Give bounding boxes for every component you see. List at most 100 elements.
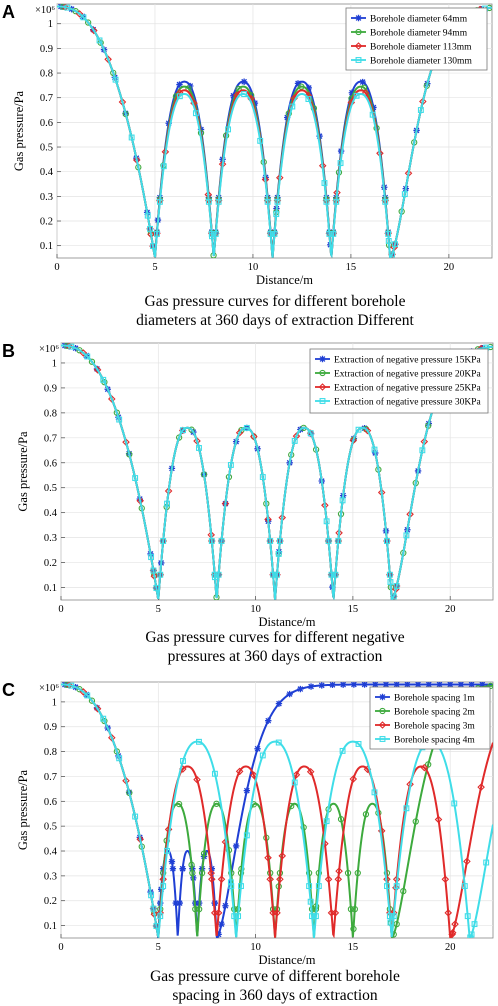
series-marker xyxy=(157,913,164,920)
y-tick-label: 0.8 xyxy=(44,747,57,758)
series-marker xyxy=(487,682,493,690)
series-marker xyxy=(333,198,340,205)
series-marker xyxy=(371,789,378,796)
legend-entry: Borehole diameter 64mm xyxy=(370,14,468,24)
series-marker xyxy=(147,225,154,232)
x-tick-label: 10 xyxy=(250,942,261,953)
series-marker xyxy=(193,775,201,784)
panel-letter: B xyxy=(2,341,15,361)
y-tick-label: 0.2 xyxy=(44,558,57,569)
series-marker xyxy=(251,99,259,107)
series-marker xyxy=(403,805,410,812)
series-marker xyxy=(273,211,280,218)
series-marker xyxy=(230,92,237,99)
series-marker xyxy=(390,593,397,600)
series-marker xyxy=(175,800,183,808)
series-marker xyxy=(479,682,486,688)
series-marker xyxy=(243,787,251,794)
series-marker xyxy=(323,818,330,825)
series-marker xyxy=(434,815,443,824)
series-marker xyxy=(212,230,219,237)
y-tick-label: 0.1 xyxy=(44,583,57,594)
series-marker xyxy=(382,682,390,688)
x-tick-label: 15 xyxy=(348,942,359,953)
series-marker xyxy=(298,83,305,90)
series-marker xyxy=(339,682,347,688)
y-axis-title: Gas pressure/Pa xyxy=(16,769,30,850)
series-marker xyxy=(217,875,226,884)
series-marker xyxy=(385,237,392,244)
series-marker xyxy=(271,230,278,237)
series-marker xyxy=(464,913,471,920)
series-marker xyxy=(331,909,340,917)
legend-entry: Borehole spacing 2m xyxy=(394,707,475,717)
series-marker xyxy=(176,93,183,100)
y-tick-label: 0.4 xyxy=(44,508,58,519)
series-marker xyxy=(188,861,195,868)
series-marker xyxy=(468,931,475,938)
series-marker xyxy=(250,432,258,441)
series-marker xyxy=(240,78,248,85)
series-marker xyxy=(169,865,177,872)
series-marker xyxy=(451,800,458,807)
series-marker xyxy=(347,905,355,913)
series-marker xyxy=(383,538,390,544)
legend-marker xyxy=(379,693,386,701)
series-marker xyxy=(116,755,123,762)
series-marker xyxy=(278,852,287,860)
series-marker xyxy=(300,824,307,831)
series-marker xyxy=(188,426,195,433)
series-marker xyxy=(196,738,202,745)
legend-box xyxy=(345,7,488,71)
series-marker xyxy=(215,198,222,205)
series-marker xyxy=(355,741,362,747)
series-marker xyxy=(180,758,186,764)
chart-b: B0.10.20.30.40.50.60.70.80.910 5 10 15 20×10… xyxy=(2,341,494,629)
series-marker xyxy=(221,838,230,846)
series-marker xyxy=(164,500,171,507)
series-marker xyxy=(307,683,315,690)
legend-entry: Borehole spacing 1m xyxy=(394,693,475,703)
series-marker xyxy=(291,779,298,786)
series-marker xyxy=(467,934,474,938)
series-marker xyxy=(414,682,422,688)
series-marker xyxy=(334,875,343,884)
series-marker xyxy=(192,905,199,913)
series-marker xyxy=(383,883,390,890)
legend: Borehole diameter 64mm Borehole diameter … xyxy=(345,7,488,71)
series-marker xyxy=(339,497,346,504)
series-marker xyxy=(387,579,394,586)
series-marker xyxy=(214,909,223,917)
series-marker xyxy=(227,879,234,886)
series-marker xyxy=(215,931,222,938)
y-tick-label: 1 xyxy=(52,697,57,708)
series-marker xyxy=(172,899,180,907)
series-marker xyxy=(326,230,333,237)
y-tick-label: 0.5 xyxy=(44,483,57,494)
series-marker xyxy=(192,110,199,117)
series-line xyxy=(61,344,493,600)
series-marker xyxy=(168,858,176,865)
series-marker xyxy=(404,682,411,688)
series-marker xyxy=(276,538,283,544)
series-marker xyxy=(305,96,312,102)
caption-c-line-2: spacing in 360 days of extraction xyxy=(172,987,378,1004)
x-tick-label: 15 xyxy=(346,262,357,273)
series-marker xyxy=(420,763,429,772)
series-marker xyxy=(196,905,203,913)
series-marker xyxy=(446,682,454,688)
y-tick-label: 0.6 xyxy=(40,118,53,129)
series-marker xyxy=(205,198,212,205)
series-marker xyxy=(323,518,330,525)
series-marker xyxy=(286,690,293,698)
series-marker xyxy=(225,126,232,133)
legend-marker xyxy=(318,383,327,391)
series-marker xyxy=(157,571,164,578)
y-tick-label: 0.7 xyxy=(44,772,57,783)
x-axis-title: Distance/m xyxy=(259,953,316,967)
y-axis-title: Gas pressure/Pa xyxy=(16,431,30,512)
y-tick-label: 0.5 xyxy=(44,822,57,833)
caption-b-line-1: Gas pressure curves for different negati… xyxy=(145,629,405,646)
y-tick-label: 0.4 xyxy=(44,847,58,858)
